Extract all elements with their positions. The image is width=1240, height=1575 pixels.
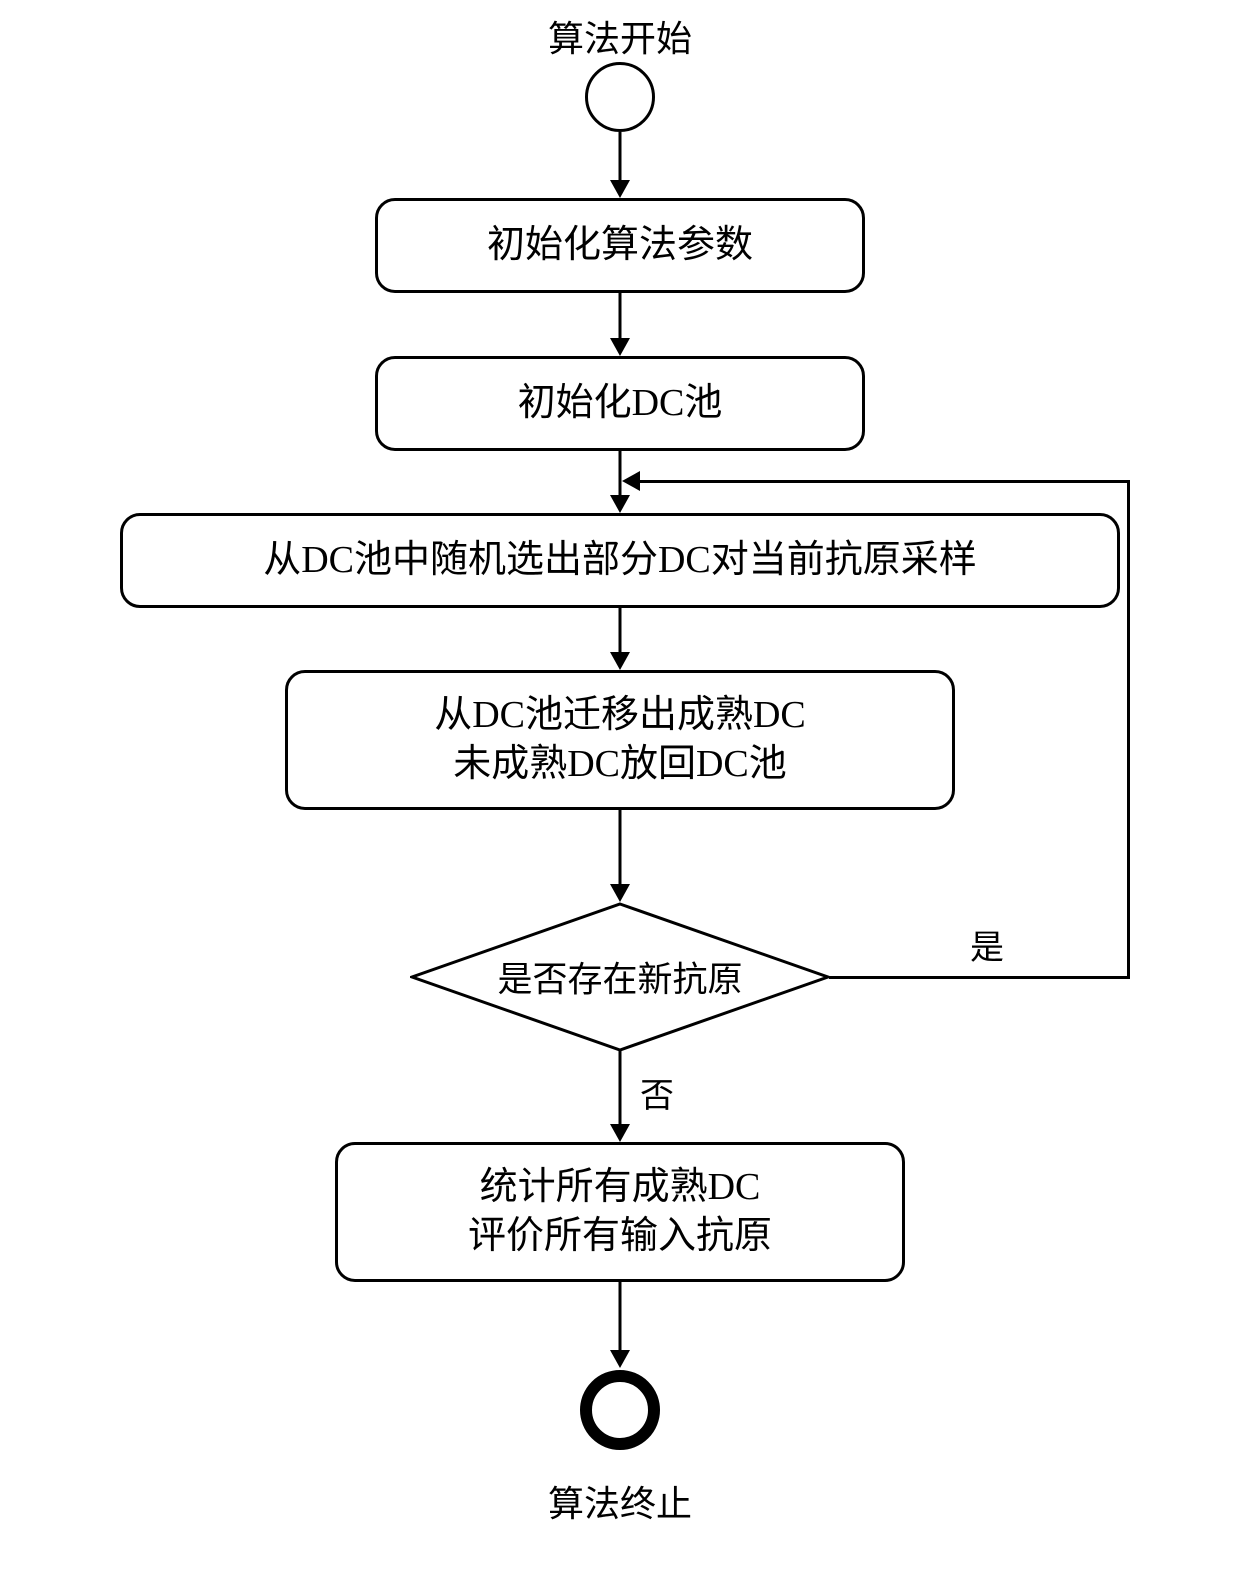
process-text: 初始化算法参数 — [487, 221, 753, 270]
edge-yes-h2 — [637, 480, 1130, 483]
process-text-line1: 从DC池迁移出成熟DC — [434, 691, 806, 740]
arrow-head — [610, 180, 630, 198]
decision-text: 是否存在新抗原 — [497, 952, 742, 1003]
edge-sample-migrate — [619, 608, 622, 654]
process-text-line2: 评价所有输入抗原 — [468, 1212, 772, 1261]
end-terminator — [580, 1370, 660, 1450]
process-text: 从DC池中随机选出部分DC对当前抗原采样 — [263, 536, 977, 585]
edge-no — [619, 1050, 622, 1126]
process-sample: 从DC池中随机选出部分DC对当前抗原采样 — [120, 513, 1120, 608]
edge-evaluate-end — [619, 1282, 622, 1352]
arrow-head — [610, 1124, 630, 1142]
arrow-head — [610, 652, 630, 670]
start-label: 算法开始 — [470, 10, 770, 62]
process-init-params: 初始化算法参数 — [375, 198, 865, 293]
flowchart-container: 算法开始 初始化算法参数 初始化DC池 从DC池中随机选出部分DC对当前抗原采样… — [70, 0, 1170, 1575]
end-label: 算法终止 — [470, 1475, 770, 1527]
start-terminator — [585, 62, 655, 132]
edge-yes-v — [1127, 480, 1130, 979]
edge-start-init — [619, 132, 622, 182]
process-init-dc-pool: 初始化DC池 — [375, 356, 865, 451]
process-text-line2: 未成熟DC放回DC池 — [453, 740, 787, 789]
process-text-line1: 统计所有成熟DC — [480, 1163, 761, 1212]
edge-yes-h1 — [829, 976, 1129, 979]
decision-new-antigen: 是否存在新抗原 — [410, 902, 830, 1052]
arrow-head — [610, 495, 630, 513]
edge-init-pool — [619, 293, 622, 339]
process-migrate: 从DC池迁移出成熟DC 未成熟DC放回DC池 — [285, 670, 955, 810]
branch-yes-label: 是 — [970, 920, 1004, 969]
arrow-head — [610, 884, 630, 902]
arrow-head — [610, 338, 630, 356]
edge-migrate-decision — [619, 810, 622, 886]
arrow-head — [610, 1350, 630, 1368]
process-text: 初始化DC池 — [518, 379, 723, 428]
process-evaluate: 统计所有成熟DC 评价所有输入抗原 — [335, 1142, 905, 1282]
arrow-head-left — [622, 471, 640, 491]
branch-no-label: 否 — [640, 1068, 674, 1117]
